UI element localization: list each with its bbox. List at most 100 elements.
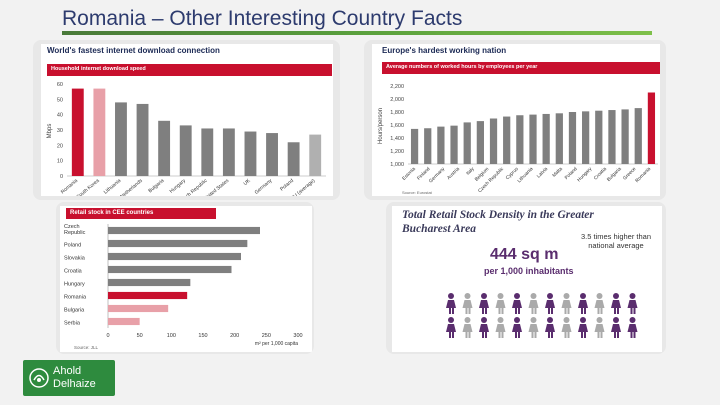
panel-subtitle: Retail stock in CEE countries [66, 208, 216, 219]
x-tick-label: UK [243, 178, 253, 187]
bar [608, 110, 616, 164]
panel-retail-density: Total Retail Stock Density in the Greate… [386, 202, 666, 354]
panel-card: World's fastest internet download connec… [41, 44, 333, 196]
y-tick-label: 2,200 [390, 84, 404, 90]
bar [108, 304, 169, 313]
person-icon [627, 317, 638, 338]
density-big-value: 444 sq m [490, 246, 559, 263]
x-tick-label: Latvia [536, 166, 550, 180]
bar [555, 113, 563, 164]
bar [516, 115, 524, 164]
y-tick-label: Bulgaria [64, 308, 85, 314]
person-icon [528, 293, 539, 314]
person-icon [495, 293, 506, 314]
person-icon [594, 317, 605, 338]
person-icon [611, 293, 621, 314]
y-tick-label: Croatia [64, 269, 83, 275]
y-tick-label: Slovakia [64, 256, 86, 262]
y-axis-label: Mbps [47, 124, 53, 139]
bar [108, 265, 232, 274]
panel-card: Total Retail Stock Density in the Greate… [392, 206, 662, 352]
bar [108, 291, 188, 300]
panel-heading: World's fastest internet download connec… [47, 46, 220, 55]
density-note: 3.5 times higher than national average [580, 232, 652, 250]
person-icon [627, 293, 638, 314]
person-icon [446, 293, 456, 314]
ahold-delhaize-logo: Ahold Delhaize [23, 360, 115, 396]
bar [489, 118, 498, 164]
title-underline [62, 31, 652, 35]
y-tick-label: Czech [64, 224, 80, 230]
y-tick-label: 1,800 [390, 110, 404, 116]
bar [582, 111, 590, 164]
x-tick-label: Hungary [169, 178, 188, 195]
x-tick-label: 50 [137, 333, 143, 339]
x-tick-label: 250 [262, 333, 271, 339]
panel-internet-speed: World's fastest internet download connec… [33, 40, 340, 200]
bar [621, 109, 629, 164]
y-tick-label: 50 [57, 97, 63, 103]
bar [108, 278, 191, 287]
y-tick-label: 20 [57, 143, 63, 149]
x-tick-label: 0 [106, 333, 109, 339]
bar [647, 92, 656, 164]
bar [244, 131, 257, 176]
bar [410, 128, 419, 164]
bar [568, 112, 577, 164]
x-tick-label: Romania [60, 178, 79, 196]
bar [222, 128, 235, 176]
person-icon [495, 317, 506, 338]
x-tick-label: 200 [230, 333, 239, 339]
logo-icon [29, 368, 49, 388]
x-tick-label: Bulgaria [147, 178, 165, 195]
x-tick-label: Germany [428, 166, 447, 185]
bar [115, 102, 127, 176]
panel-working-hours: Europe's hardest working nation Average … [364, 40, 666, 200]
x-tick-label: Romania [634, 166, 652, 184]
person-icon [545, 293, 555, 314]
panel-heading: Europe's hardest working nation [382, 46, 507, 55]
y-tick-label: 10 [57, 159, 63, 165]
bar [108, 239, 248, 248]
panel-subtitle: Household internet download speed [47, 64, 332, 76]
x-tick-label: Italy [465, 166, 476, 177]
person-icon [462, 317, 473, 338]
y-tick-label: Poland [64, 243, 81, 249]
x-tick-label: Lithuania [103, 178, 123, 196]
x-tick-label: Lithuania [516, 166, 534, 184]
logo-line1: Ahold [53, 365, 82, 377]
bar [179, 125, 192, 176]
x-tick-label: EU (average) [290, 178, 317, 196]
bar [463, 122, 471, 164]
person-icon [578, 293, 588, 314]
y-tick-label: 40 [57, 113, 63, 119]
y-tick-label: 2,000 [390, 97, 404, 103]
x-tick-label: Malta [551, 166, 564, 179]
y-tick-label: 1,000 [390, 162, 404, 168]
y-tick-label: 1,400 [390, 136, 404, 142]
slide-title: Romania – Other Interesting Country Fact… [62, 7, 463, 30]
bar [266, 133, 278, 176]
working-hours-chart: Hours/person 1,000 1,200 1,400 1,600 1,800 2,0… [378, 84, 658, 195]
panel-retail-stock: Retail stock in CEE countries Czech Repub… [56, 202, 314, 354]
bar [476, 121, 484, 164]
bar [542, 113, 550, 164]
y-axis-label: Hours/person [378, 108, 384, 144]
person-icon [462, 293, 473, 314]
panel-card: Retail stock in CEE countries Czech Repub… [60, 206, 312, 352]
bar [108, 226, 260, 235]
chart-source: Source: JLL [74, 345, 99, 350]
x-tick-label: Bulgaria [606, 166, 623, 183]
y-tick-label: Serbia [64, 321, 81, 327]
density-heading-line1: Total Retail Stock Density in the Greate… [402, 209, 594, 221]
x-tick-label: Germany [254, 178, 274, 196]
bar [503, 116, 511, 164]
person-icon [512, 317, 522, 338]
density-per-label: per 1,000 inhabitants [484, 266, 574, 276]
y-tick-label: 1,200 [390, 149, 404, 155]
person-icon [528, 317, 539, 338]
person-icon [479, 293, 489, 314]
person-icon [561, 293, 572, 314]
x-tick-label: South Korea [75, 178, 100, 196]
